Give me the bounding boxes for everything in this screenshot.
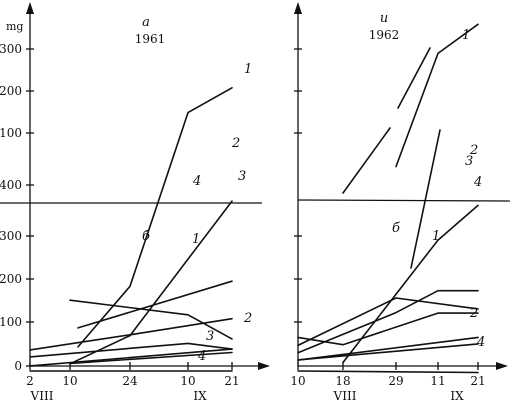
left-lower-series-4 bbox=[69, 351, 233, 365]
left-lower-series-label: 4 bbox=[197, 349, 206, 364]
left-lower-series-label: 1 bbox=[192, 232, 200, 247]
right-lower-series-label: 2 bbox=[469, 306, 478, 321]
right-curve-1-upper-mid bbox=[397, 47, 431, 109]
left-upper-series-1 bbox=[77, 87, 233, 348]
left-panel-b-label: б bbox=[142, 229, 150, 244]
left-upper-series-label: 3 bbox=[238, 169, 246, 184]
right-upper-series-baseline bbox=[297, 370, 479, 374]
left-x-tick-label: 21 bbox=[224, 374, 239, 388]
left-upper-series-label: 4 bbox=[192, 174, 201, 189]
right-upper-series-label: 1 bbox=[462, 28, 470, 43]
right-upper-series-3 bbox=[297, 297, 479, 347]
right-upper-series-label: 4 bbox=[473, 175, 482, 190]
left-lower-y-tick-label: 100 bbox=[0, 315, 22, 329]
left-upper-y-tick-label: 400 bbox=[0, 178, 22, 192]
right-upper-series-label: 2 bbox=[469, 143, 478, 158]
right-x-tick-label: 29 bbox=[388, 374, 403, 388]
right-panel-a-label: u bbox=[380, 11, 388, 26]
right-panel-b-label: б bbox=[392, 221, 400, 236]
right-panel-divider bbox=[297, 199, 511, 202]
right-y-arrow bbox=[294, 2, 302, 14]
left-upper-y-tick-label: 300 bbox=[0, 42, 22, 56]
left-upper-y-tick-label: 200 bbox=[0, 84, 22, 98]
left-lower-series-2 bbox=[29, 317, 233, 351]
right-upper-series-4 bbox=[297, 336, 479, 361]
left-lower-y-tick-label: 200 bbox=[0, 272, 22, 286]
left-x-tick-label: 10 bbox=[62, 374, 77, 388]
left-month-viii-label: VIII bbox=[30, 389, 54, 403]
right-month-ix-label: IX bbox=[450, 389, 464, 403]
right-x-arrow bbox=[496, 362, 508, 370]
right-upper-series-1 bbox=[395, 23, 479, 168]
right-lower-series-label: 1 bbox=[432, 229, 440, 244]
chart-axes bbox=[0, 2, 511, 370]
right-curve-1-upper-connector bbox=[342, 127, 391, 194]
left-lower-y-tick-label: 300 bbox=[0, 229, 22, 243]
left-month-ix-label: IX bbox=[193, 389, 207, 403]
left-x-tick-label: 24 bbox=[122, 374, 138, 388]
left-y-arrow bbox=[26, 2, 34, 14]
left-upper-series-2 bbox=[77, 280, 233, 329]
right-month-viii-label: VIII bbox=[333, 389, 357, 403]
left-panel-a-label: a bbox=[142, 15, 150, 30]
right-curve-1-crossing bbox=[410, 129, 441, 269]
right-lower-series-2 bbox=[297, 312, 479, 346]
right-x-tick-label: 11 bbox=[430, 374, 445, 388]
left-lower-series-label: 2 bbox=[243, 311, 252, 326]
left-x-tick-label: 2 bbox=[26, 374, 34, 388]
left-lower-series-label: 3 bbox=[206, 329, 214, 344]
left-year-label: 1961 bbox=[135, 32, 166, 46]
right-year-label: 1962 bbox=[369, 28, 400, 42]
right-upper-series-2 bbox=[297, 289, 479, 354]
left-x-arrow bbox=[258, 362, 270, 370]
unit-label: mg bbox=[6, 20, 23, 33]
right-x-tick-label: 10 bbox=[290, 374, 305, 388]
right-upper-series-label: 3 bbox=[465, 154, 473, 169]
left-upper-series-label: 2 bbox=[231, 136, 240, 151]
right-lower-series-4 bbox=[297, 343, 479, 361]
left-upper-series-3 bbox=[69, 299, 233, 340]
chart-series bbox=[29, 23, 479, 374]
left-lower-series-3 bbox=[29, 342, 233, 358]
left-x-tick-label: 10 bbox=[180, 374, 195, 388]
left-upper-y-tick-label: 100 bbox=[0, 126, 22, 140]
right-x-tick-label: 18 bbox=[335, 374, 350, 388]
right-x-tick-label: 21 bbox=[470, 374, 485, 388]
right-lower-series-label: 4 bbox=[476, 335, 485, 350]
left-lower-y-tick-label: 0 bbox=[14, 359, 22, 373]
right-lower-series-1 bbox=[342, 204, 479, 364]
left-upper-series-4 bbox=[29, 348, 233, 367]
left-upper-series-label: 1 bbox=[244, 62, 252, 77]
